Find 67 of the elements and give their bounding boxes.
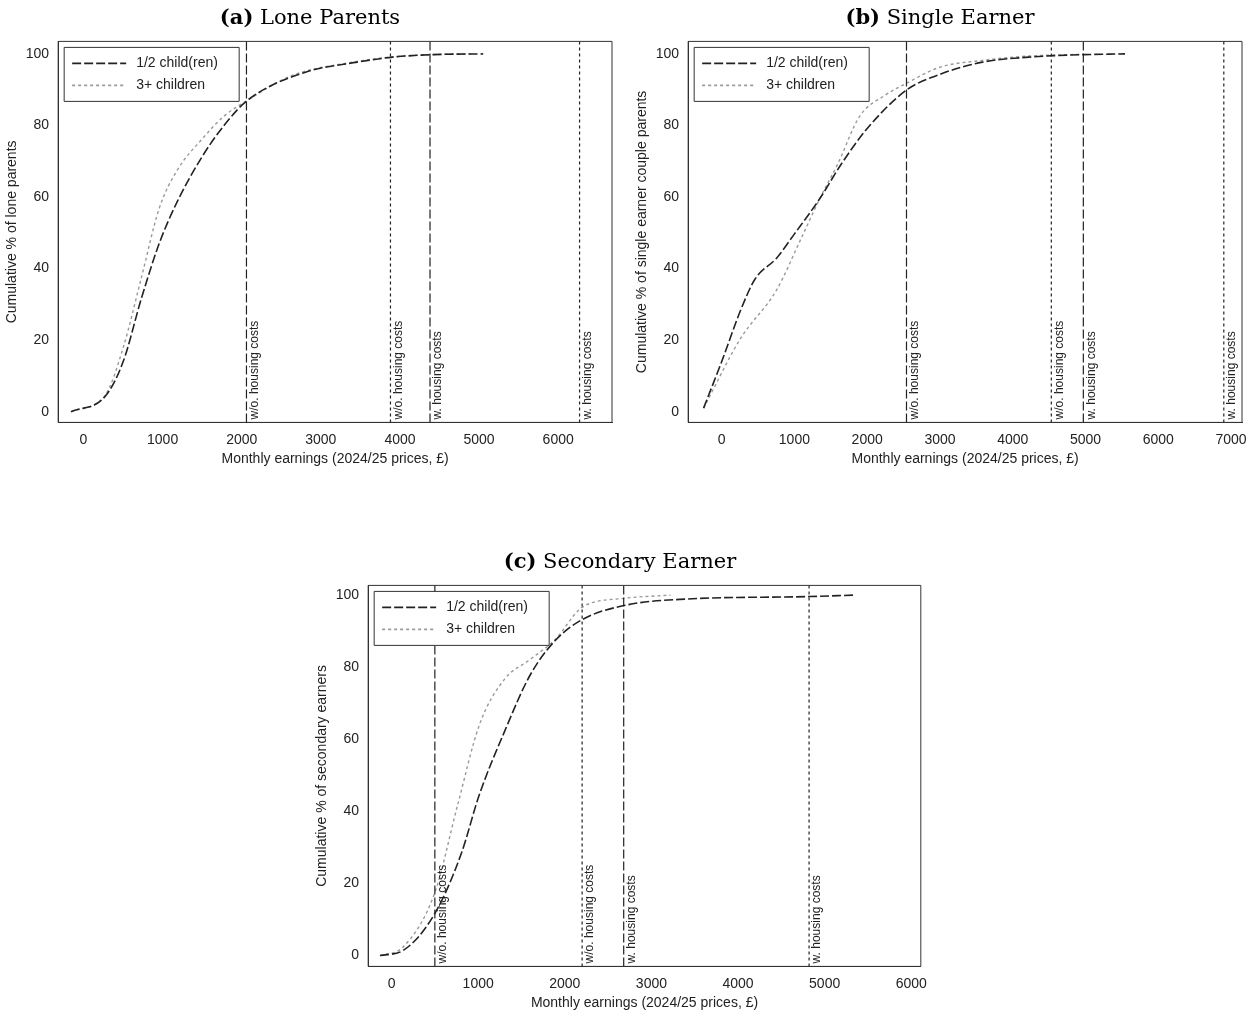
x-tick-label: 3000	[924, 430, 956, 447]
ref-line-label: w. housing costs	[809, 875, 824, 965]
x-tick-label: 3000	[305, 430, 337, 447]
x-axis-title: Monthly earnings (2024/25 prices, £)	[851, 450, 1079, 467]
y-axis-title: Cumulative % of lone parents	[3, 140, 20, 324]
x-axis-title: Monthly earnings (2024/25 prices, £)	[530, 994, 759, 1011]
y-tick-label: 80	[663, 116, 680, 133]
chart-title: (a) Lone Parents	[218, 4, 402, 30]
y-axis-title: Cumulative % of secondary earners	[313, 665, 330, 887]
y-axis-title: Cumulative % of single earner couple parents	[633, 90, 650, 374]
y-tick-label: 100	[655, 44, 680, 61]
legend-label: 1/2 child(ren)	[446, 598, 528, 615]
legend-label: 1/2 child(ren)	[136, 54, 218, 71]
ref-line-label: w/o. housing costs	[1051, 320, 1066, 421]
x-tick-label: 3000	[635, 974, 668, 991]
y-tick-label: 100	[335, 585, 360, 602]
y-tick-label: 100	[25, 44, 50, 61]
y-tick-label: 40	[33, 259, 50, 276]
x-tick-label: 2000	[851, 430, 883, 447]
x-tick-label: 5000	[463, 430, 495, 447]
x-tick-label: 6000	[895, 974, 928, 991]
chart-title: (c) Secondary Earner	[502, 548, 738, 574]
ref-line-label: w/o. housing costs	[390, 320, 405, 421]
ref-line-label: w. housing costs	[430, 331, 445, 421]
x-tick-label: 1000	[778, 430, 811, 447]
x-tick-label: 6000	[542, 430, 574, 447]
x-tick-label: 4000	[384, 430, 416, 447]
y-tick-label: 40	[663, 259, 680, 276]
y-tick-label: 60	[343, 730, 360, 747]
y-tick-label: 20	[343, 874, 360, 891]
ref-line-label: w/o. housing costs	[582, 864, 597, 965]
y-tick-label: 0	[351, 946, 360, 963]
x-tick-label: 7000	[1215, 430, 1247, 447]
ref-line-label: w. housing costs	[1224, 331, 1239, 421]
ref-line-label: w. housing costs	[624, 875, 639, 965]
x-tick-label: 5000	[1069, 430, 1102, 447]
y-tick-label: 60	[33, 187, 50, 204]
x-tick-label: 0	[79, 430, 88, 447]
ref-line-label: w/o. housing costs	[246, 320, 261, 421]
legend-label: 3+ children	[766, 76, 836, 93]
x-tick-label: 2000	[549, 974, 581, 991]
ref-line-label: w. housing costs	[1083, 331, 1098, 421]
legend-label: 1/2 child(ren)	[766, 54, 848, 71]
x-tick-label: 2000	[226, 430, 258, 447]
ref-line-label: w. housing costs	[579, 331, 594, 421]
y-tick-label: 40	[343, 802, 360, 819]
y-tick-label: 0	[671, 402, 680, 419]
y-tick-label: 80	[33, 116, 50, 133]
ref-line-label: w/o. housing costs	[906, 320, 921, 421]
legend-label: 3+ children	[136, 76, 206, 93]
y-tick-label: 80	[343, 658, 360, 675]
y-tick-label: 20	[33, 330, 50, 347]
x-axis-title: Monthly earnings (2024/25 prices, £)	[221, 450, 449, 467]
x-tick-label: 5000	[809, 974, 841, 991]
ref-line-label: w/o. housing costs	[435, 864, 450, 965]
legend-label: 3+ children	[446, 620, 516, 637]
y-tick-label: 0	[41, 402, 50, 419]
x-tick-label: 4000	[997, 430, 1029, 447]
x-tick-label: 6000	[1142, 430, 1175, 447]
y-tick-label: 60	[663, 187, 680, 204]
x-tick-label: 4000	[722, 974, 754, 991]
chart-title: (b) Single Earner	[844, 4, 1036, 30]
x-tick-label: 0	[387, 974, 396, 991]
x-tick-label: 1000	[147, 430, 179, 447]
x-tick-label: 1000	[462, 974, 494, 991]
x-tick-label: 0	[717, 430, 726, 447]
y-tick-label: 20	[663, 330, 680, 347]
